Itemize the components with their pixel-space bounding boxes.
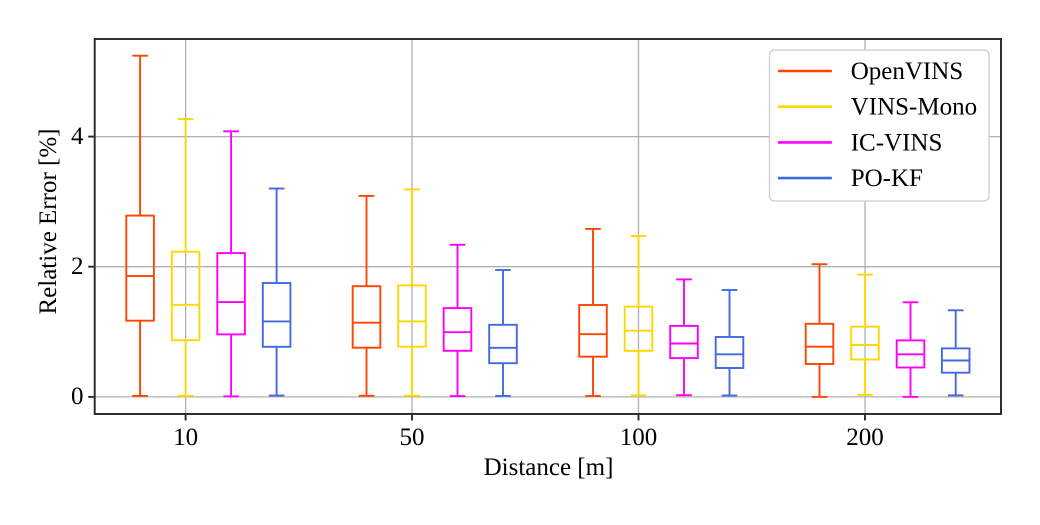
svg-text:100: 100 xyxy=(620,424,658,451)
svg-text:VINS-Mono: VINS-Mono xyxy=(851,94,977,121)
svg-text:10: 10 xyxy=(173,424,198,451)
svg-text:Relative Error [%]: Relative Error [%] xyxy=(35,128,62,314)
svg-text:0: 0 xyxy=(71,383,84,410)
svg-text:Distance [m]: Distance [m] xyxy=(484,454,614,481)
svg-text:200: 200 xyxy=(846,424,884,451)
svg-text:50: 50 xyxy=(400,424,425,451)
svg-text:IC-VINS: IC-VINS xyxy=(851,129,943,156)
svg-text:4: 4 xyxy=(71,123,84,150)
svg-text:OpenVINS: OpenVINS xyxy=(851,58,964,85)
svg-text:2: 2 xyxy=(71,253,84,280)
svg-text:PO-KF: PO-KF xyxy=(851,165,923,192)
